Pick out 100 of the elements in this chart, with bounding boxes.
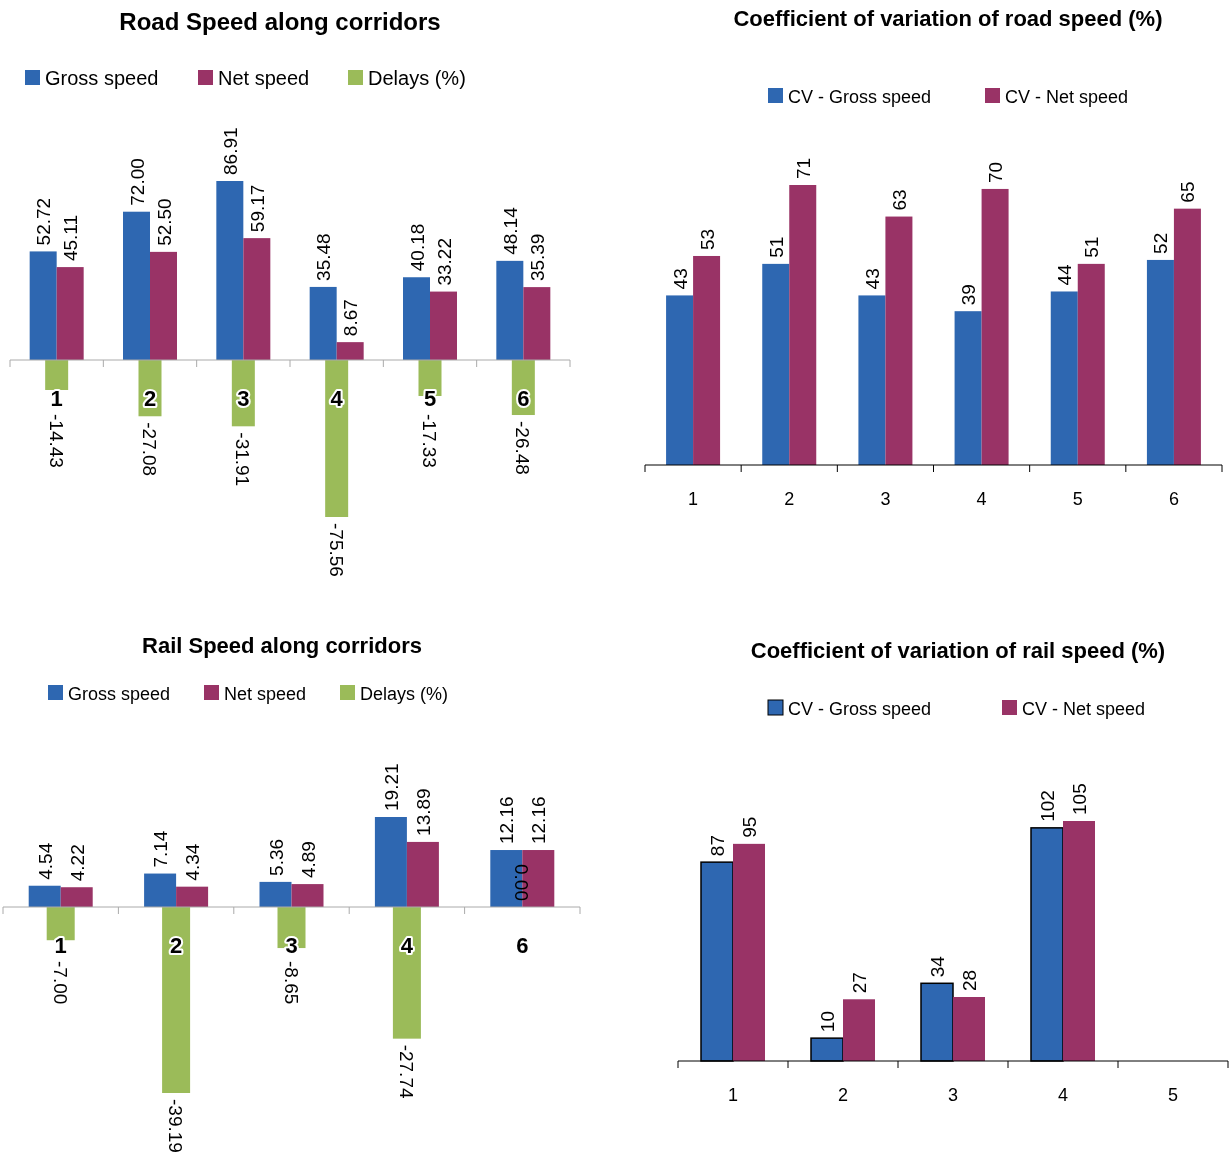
data-label: 65 <box>1177 181 1199 203</box>
x-tick-label: 5 <box>1072 489 1083 509</box>
bar <box>406 841 439 907</box>
data-label: 71 <box>792 157 814 179</box>
x-tick-label: 3 <box>947 1085 959 1105</box>
data-label: 0.00 <box>511 864 533 901</box>
data-label: 86.91 <box>219 127 241 175</box>
x-tick-label: 3 <box>880 489 891 509</box>
data-label: 59.17 <box>246 184 268 233</box>
data-label: 105 <box>1069 783 1090 815</box>
x-tick-label: 6 <box>517 386 530 411</box>
data-label: 4.89 <box>297 841 319 879</box>
data-label: 8.67 <box>340 299 362 337</box>
legend-label: CV - Net speed <box>1005 87 1129 107</box>
bar <box>60 887 93 907</box>
bar <box>843 999 875 1061</box>
data-label: 13.89 <box>412 788 434 836</box>
bar <box>1173 208 1201 465</box>
bar <box>336 342 364 360</box>
data-label: -8.65 <box>280 961 302 1005</box>
data-label: -75.56 <box>325 523 347 577</box>
bar <box>1063 821 1095 1061</box>
bar <box>1050 291 1078 465</box>
x-tick-label: 2 <box>143 386 157 411</box>
data-label: 52.50 <box>153 198 175 246</box>
data-label: 87 <box>707 835 728 857</box>
data-label: 52 <box>1150 232 1172 254</box>
bar <box>56 267 84 360</box>
data-label: -31.91 <box>232 432 254 487</box>
x-tick-label: 4 <box>330 386 344 411</box>
data-label: 34 <box>927 955 948 978</box>
bar <box>403 277 430 360</box>
chart-title: Road Speed along corridors <box>119 8 441 35</box>
bar <box>291 884 324 907</box>
data-label: 70 <box>985 161 1007 183</box>
x-tick-label: 2 <box>784 489 795 509</box>
data-label: -26.48 <box>512 421 534 475</box>
data-label: -27.08 <box>139 422 160 477</box>
data-label: 35.48 <box>313 233 335 281</box>
x-tick-label: 2 <box>837 1085 849 1105</box>
data-label: 5.36 <box>265 838 287 876</box>
data-label: 63 <box>888 189 910 211</box>
legend-label: CV - Net speed <box>1022 699 1146 719</box>
legend-label: CV - Gross speed <box>788 87 932 107</box>
data-label: -14.43 <box>45 414 67 468</box>
data-label: 12.16 <box>528 796 550 845</box>
bar <box>45 360 69 390</box>
bar <box>666 295 694 465</box>
legend-label: CV - Gross speed <box>788 699 932 719</box>
data-label: -7.00 <box>49 961 71 1005</box>
x-tick-label: 1 <box>54 933 67 958</box>
chart-title: Rail Speed along corridors <box>142 633 422 658</box>
data-label: 39 <box>958 284 980 306</box>
data-label: 10 <box>817 1011 838 1033</box>
bar <box>858 295 886 465</box>
bar <box>123 211 150 360</box>
data-label: 19.21 <box>380 763 402 811</box>
bar <box>1077 263 1105 465</box>
data-label: 4.22 <box>66 844 88 882</box>
x-tick-label: 6 <box>516 933 529 958</box>
x-tick-label: 5 <box>1167 1085 1179 1105</box>
x-tick-label: 1 <box>688 489 699 509</box>
x-tick-label: 4 <box>400 933 414 958</box>
data-label: 4.54 <box>34 842 56 880</box>
bar <box>1146 259 1174 465</box>
bar <box>374 817 407 907</box>
bar <box>693 255 721 465</box>
data-label: 44 <box>1054 263 1076 286</box>
data-label: 52.72 <box>33 197 55 246</box>
legend-label: Net speed <box>218 67 310 89</box>
data-label: 7.14 <box>150 830 172 868</box>
bar <box>430 291 457 360</box>
data-label: 27 <box>849 972 870 994</box>
data-label: 43 <box>861 268 883 290</box>
chart-title: Coefficient of variation of road speed (%) <box>733 6 1163 31</box>
bar <box>28 885 61 907</box>
x-tick-label: 1 <box>50 386 63 411</box>
data-label: 95 <box>739 816 760 838</box>
data-label: -17.33 <box>419 414 440 468</box>
bar <box>259 881 292 907</box>
data-label: 28 <box>959 969 980 991</box>
bar <box>144 873 177 907</box>
legend-label: Gross speed <box>68 684 171 704</box>
bar <box>216 181 244 360</box>
data-label: 48.14 <box>499 206 521 255</box>
data-label: 45.11 <box>60 214 82 262</box>
data-label: 35.39 <box>526 233 548 282</box>
bar <box>953 997 985 1061</box>
data-label: 4.34 <box>182 843 204 881</box>
data-label: 51 <box>765 236 787 258</box>
data-label: 102 <box>1037 790 1058 822</box>
bar <box>325 360 349 517</box>
legend-label: Gross speed <box>45 67 159 89</box>
bar <box>789 185 817 465</box>
data-label: 33.22 <box>433 238 455 286</box>
data-label: 51 <box>1081 236 1103 258</box>
bar <box>762 263 790 465</box>
legend-label: Delays (%) <box>360 684 449 704</box>
bar <box>981 188 1009 465</box>
data-label: 40.18 <box>406 223 428 272</box>
